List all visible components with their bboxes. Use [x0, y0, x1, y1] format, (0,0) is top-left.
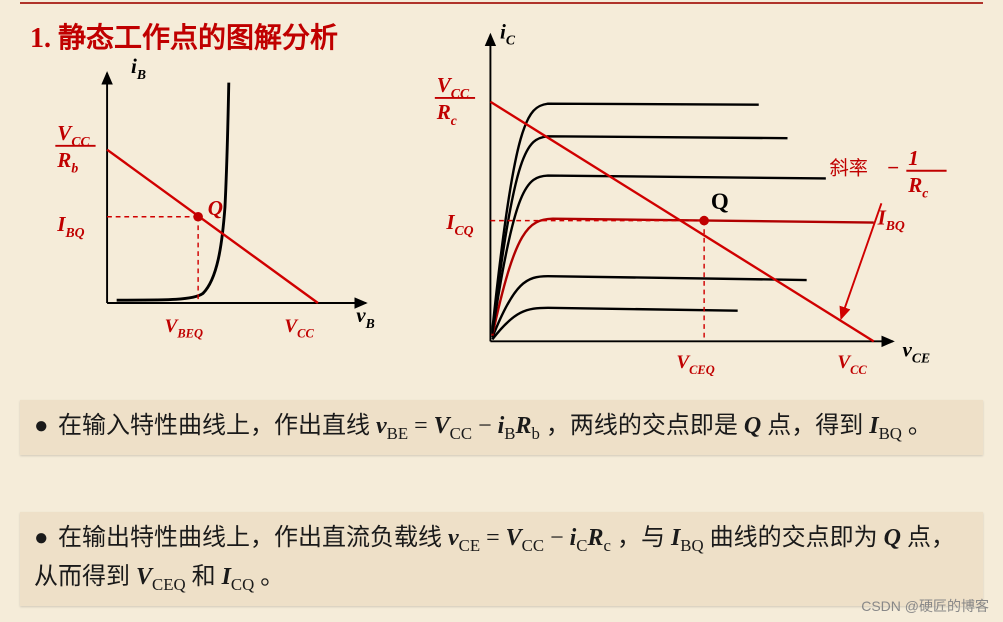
note-1: ● 在输入特性曲线上，作出直线 vBE = VCC − iBRb ，两线的交点即…	[20, 400, 983, 455]
svg-text:−: −	[887, 156, 899, 180]
svg-text:Rc: Rc	[907, 173, 928, 201]
vbeq-label: VBEQ	[165, 316, 203, 341]
ibq-line-label: IBQ	[877, 205, 905, 233]
vcc-label: VCC	[284, 316, 314, 341]
diagram-svg: iB vB VCCRb IBQ VBEQ VCC Q iC vCE VCCRc …	[40, 10, 960, 390]
y-axis-label: iC	[500, 20, 516, 48]
svg-text:IBQ: IBQ	[877, 205, 905, 233]
x-axis-label: vCE	[903, 338, 931, 366]
svg-text:Q: Q	[711, 189, 729, 214]
svg-text:IBQ: IBQ	[56, 212, 84, 240]
input-curve	[117, 83, 229, 301]
svg-text:Rc: Rc	[436, 100, 457, 128]
ibq-label: IBQ	[56, 212, 84, 240]
svg-text:Rb: Rb	[56, 148, 78, 176]
y-intercept-label: VCCRb	[55, 121, 95, 176]
q-label: Q	[711, 189, 729, 214]
svg-text:VBEQ: VBEQ	[165, 316, 203, 341]
svg-text:ICQ: ICQ	[445, 210, 473, 238]
slope-label: 斜率−1 Rc	[830, 146, 947, 201]
right-graph: iC vCE VCCRc ICQ VCEQ VCC Q IBQ 斜率−1Rc	[435, 20, 947, 377]
svg-text:vB: vB	[356, 303, 374, 331]
x-axis-label: vB	[356, 303, 374, 331]
n1-pre: 在输入特性曲线上，作出直线	[58, 413, 376, 439]
y-intercept-label: VCCRc	[435, 73, 475, 128]
svg-text:VCC: VCC	[837, 352, 867, 377]
svg-text:VCC: VCC	[284, 316, 314, 341]
vceq-label: VCEQ	[676, 352, 714, 377]
svg-text:VCC: VCC	[437, 73, 470, 101]
svg-text:Q: Q	[208, 196, 223, 220]
svg-text:VCC: VCC	[57, 121, 90, 149]
svg-text:1: 1	[908, 146, 919, 170]
q-point	[699, 216, 709, 226]
svg-text:iB: iB	[131, 54, 146, 82]
q-label: Q	[208, 196, 223, 220]
svg-text:iC: iC	[500, 20, 516, 48]
svg-text:斜率: 斜率	[830, 158, 868, 180]
left-graph: iB vB VCCRb IBQ VBEQ VCC Q	[55, 54, 374, 341]
watermark: CSDN @硬匠的博客	[861, 596, 989, 616]
note-2: ● 在输出特性曲线上，作出直流负载线 vCE = VCC − iCRc ，与 I…	[20, 512, 983, 606]
slope-arrow	[841, 203, 881, 318]
top-rule	[20, 2, 983, 4]
q-point	[193, 212, 203, 222]
svg-text:VCEQ: VCEQ	[676, 352, 714, 377]
y-axis-label: iB	[131, 54, 146, 82]
svg-text:vCE: vCE	[903, 338, 931, 366]
vcc-label: VCC	[837, 352, 867, 377]
icq-label: ICQ	[445, 210, 473, 238]
n1-vbe: v	[376, 413, 387, 439]
